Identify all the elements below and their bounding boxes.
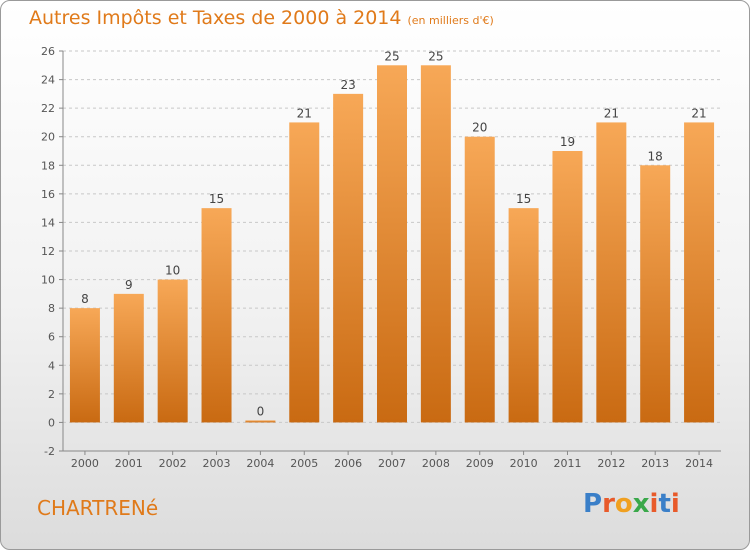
logo-letter: o	[614, 489, 633, 519]
bar	[377, 65, 407, 423]
bar	[640, 165, 671, 423]
bar	[684, 122, 715, 423]
bar	[289, 122, 320, 423]
y-tick-label: 10	[41, 274, 55, 287]
x-tick-label: 2010	[510, 457, 538, 470]
bar	[157, 279, 188, 423]
x-tick-label: 2008	[422, 457, 450, 470]
town-name: CHARTRENé	[37, 496, 159, 520]
y-tick-label: 18	[41, 159, 55, 172]
chart-title-unit: (en milliers d'€)	[407, 14, 494, 27]
logo-letter: P	[583, 489, 603, 519]
x-tick-label: 2014	[685, 457, 713, 470]
bar	[552, 151, 583, 423]
bar	[508, 208, 539, 423]
x-tick-label: 2000	[71, 457, 99, 470]
x-tick-label: 2013	[641, 457, 669, 470]
x-tick-label: 2011	[553, 457, 581, 470]
data-label: 10	[165, 264, 180, 278]
bar	[420, 65, 451, 423]
logo-letter: i	[670, 489, 680, 519]
x-tick-label: 2012	[597, 457, 625, 470]
y-tick-label: 6	[48, 331, 55, 344]
x-axis: 2000 2001 2002 2003 2004 2005 2006 2007 2008 2009…	[63, 450, 721, 470]
proxiti-logo: Proxiti	[583, 489, 680, 519]
data-label: 21	[604, 106, 619, 120]
y-tick-label: 14	[41, 216, 55, 229]
bar	[113, 293, 144, 423]
y-tick-label: 12	[41, 245, 55, 258]
y-tick-label: 24	[41, 74, 55, 87]
bar	[201, 208, 232, 423]
y-tick-label: 4	[48, 359, 55, 372]
y-tick-label: 2	[48, 388, 55, 401]
data-label: 9	[125, 278, 133, 292]
data-label: 21	[297, 106, 312, 120]
y-tick-label: 16	[41, 188, 55, 201]
bar	[596, 122, 627, 423]
y-tick-label: 0	[48, 416, 55, 429]
bar	[245, 420, 276, 423]
data-label: 18	[648, 149, 663, 163]
data-label: 20	[472, 121, 487, 135]
x-tick-label: 2006	[334, 457, 362, 470]
data-label: 15	[516, 192, 531, 206]
y-tick-label: 26	[41, 45, 55, 58]
y-tick-label: 8	[48, 302, 55, 315]
x-tick-label: 2001	[115, 457, 143, 470]
chart-title-text: Autres Impôts et Taxes de 2000 à 2014	[29, 7, 402, 29]
y-tick-label: 22	[41, 102, 55, 115]
x-tick-label: 2009	[466, 457, 494, 470]
logo-letter: r	[602, 489, 615, 519]
logo-letter: i	[649, 489, 659, 519]
chart-title: Autres Impôts et Taxes de 2000 à 2014 (en…	[29, 7, 494, 29]
data-label: 25	[384, 49, 399, 63]
bar	[464, 136, 495, 423]
x-tick-label: 2004	[246, 457, 274, 470]
data-label: 15	[209, 192, 224, 206]
bar	[333, 93, 364, 423]
bar	[69, 308, 100, 423]
data-label: 21	[691, 106, 706, 120]
x-tick-label: 2002	[159, 457, 187, 470]
x-tick-label: 2003	[203, 457, 231, 470]
y-tick-label: -2	[44, 445, 55, 458]
data-label: 23	[340, 78, 355, 92]
data-label: 25	[428, 49, 443, 63]
bars: 8 9 10 15 0 21 23 25 25 20 15 19 21 18 21	[69, 49, 715, 423]
data-label: 8	[81, 292, 89, 306]
data-label: 19	[560, 135, 575, 149]
logo-letter: t	[658, 489, 671, 519]
data-label: 0	[257, 404, 265, 418]
x-tick-label: 2007	[378, 457, 406, 470]
y-tick-label: 20	[41, 131, 55, 144]
logo-letter: x	[632, 489, 650, 519]
x-tick-label: 2005	[290, 457, 318, 470]
